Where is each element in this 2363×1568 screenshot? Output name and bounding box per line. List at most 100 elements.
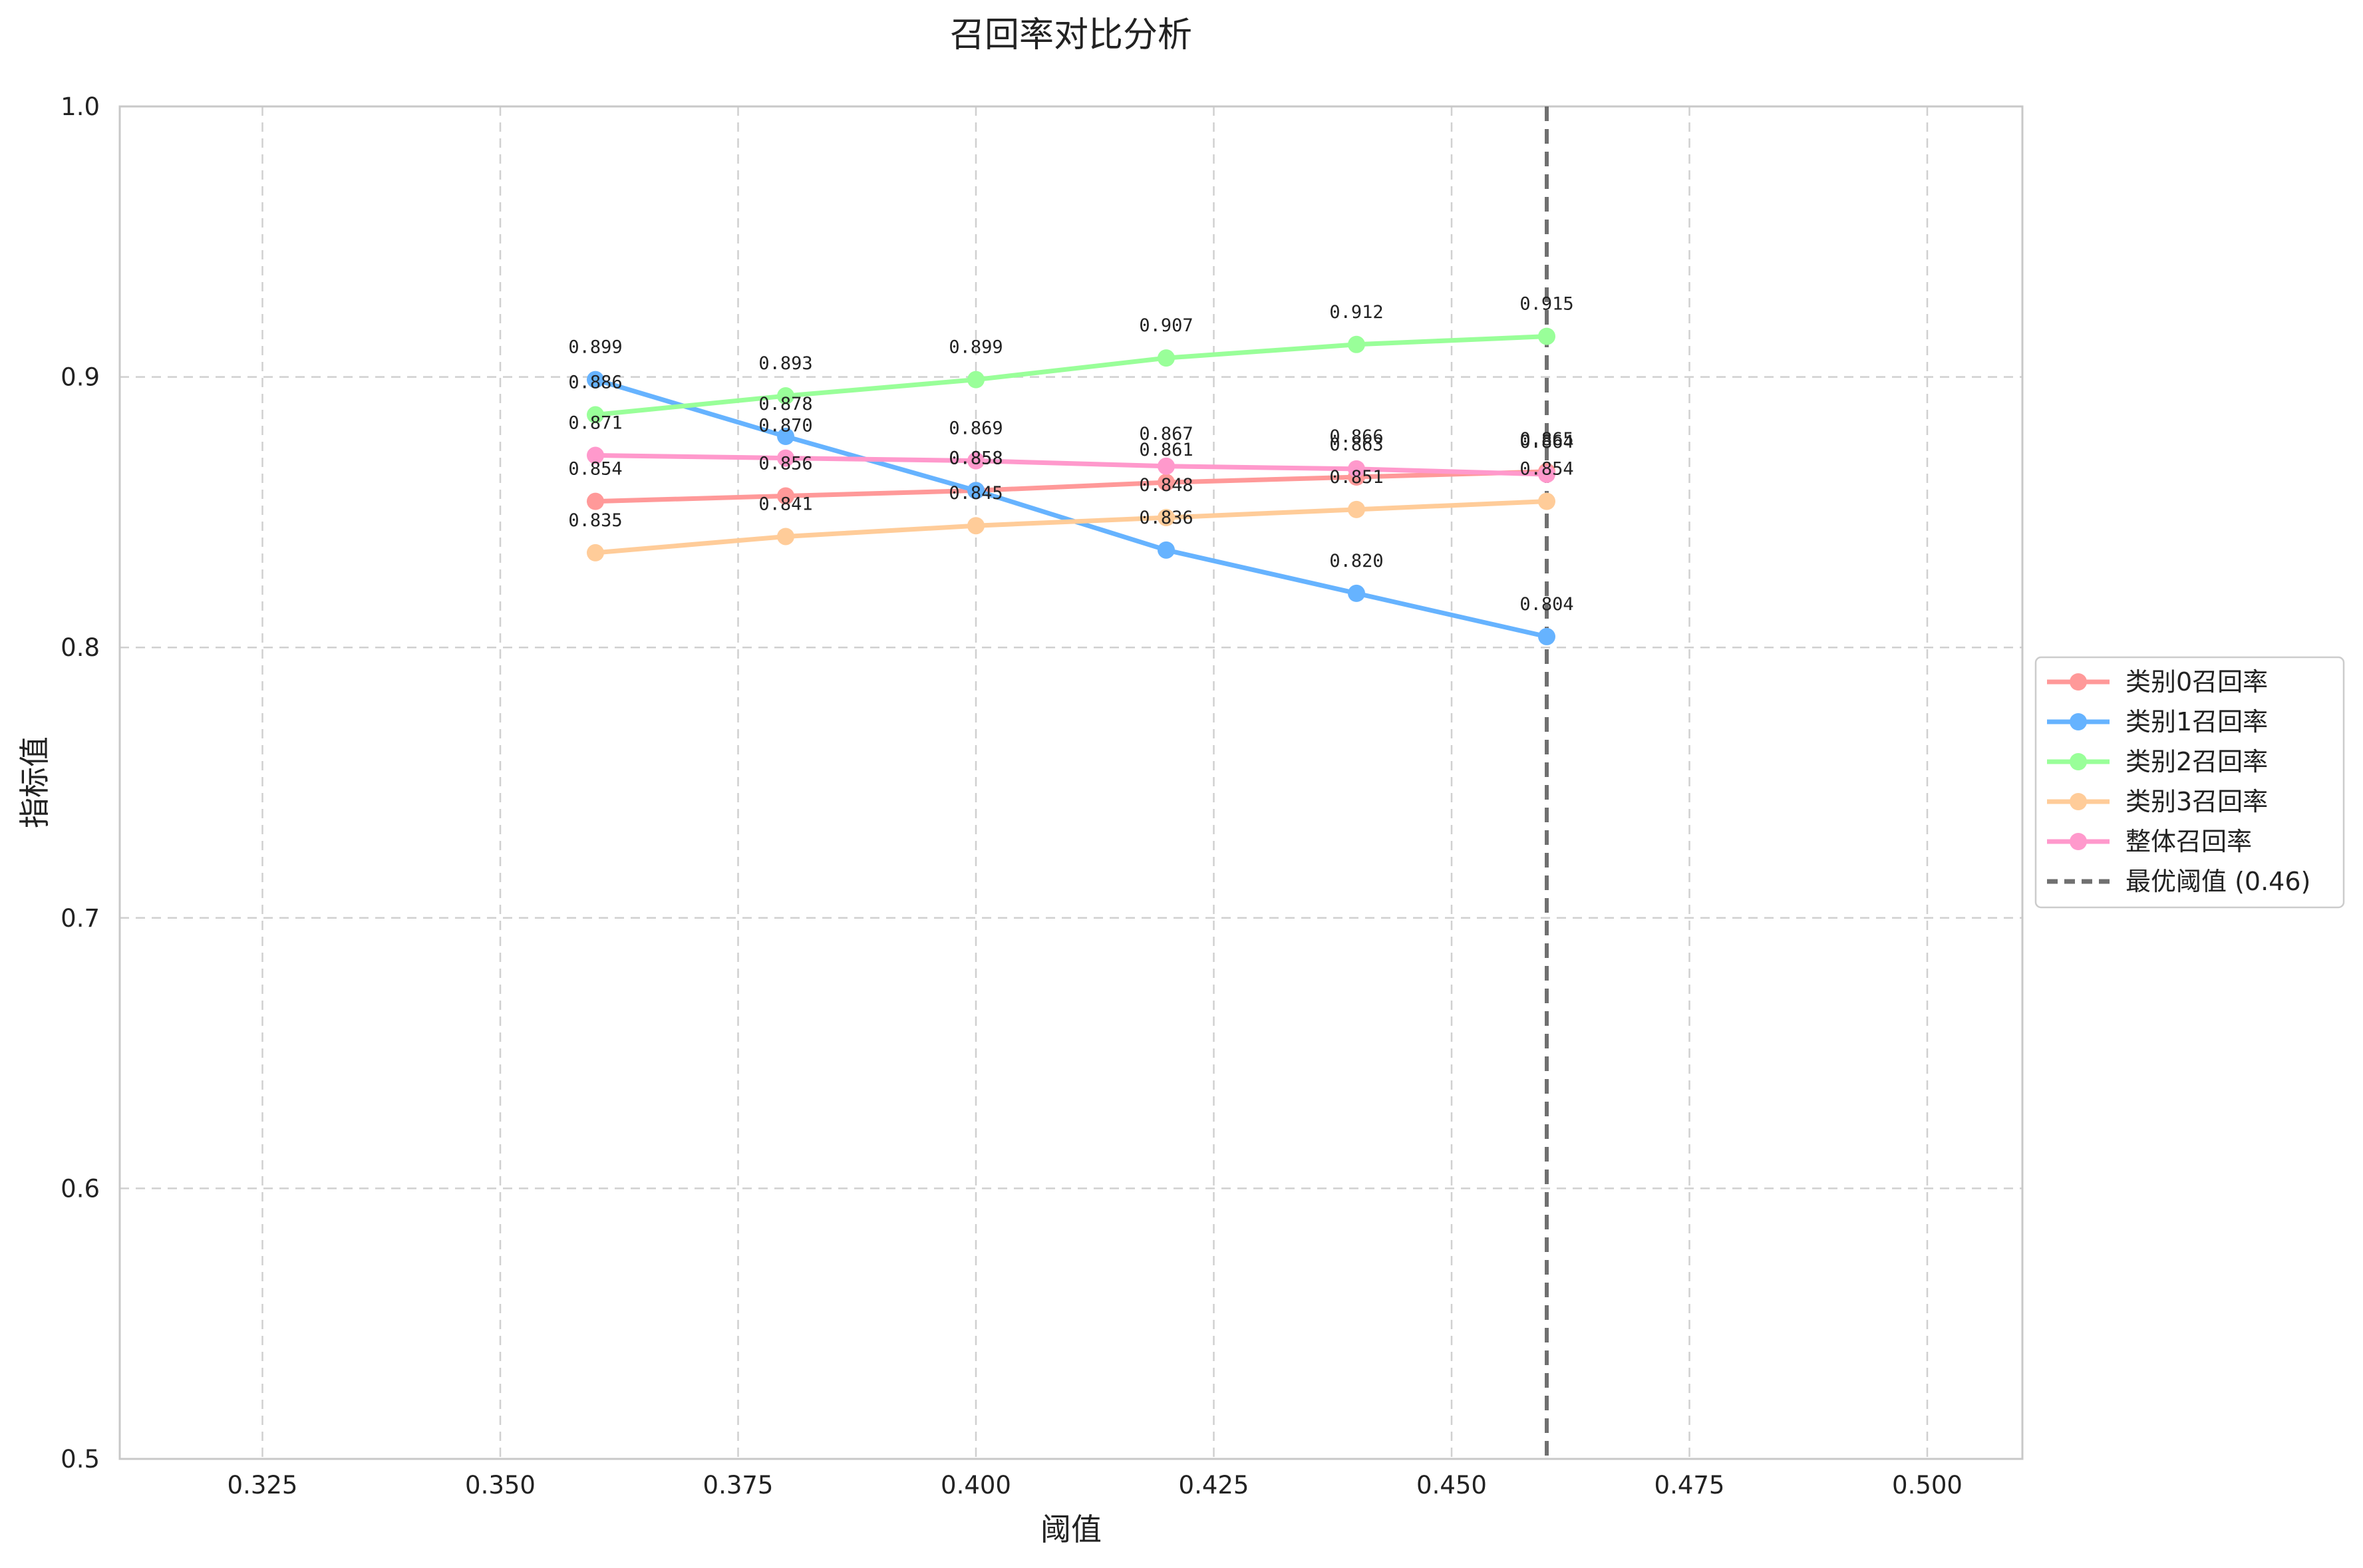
data-point <box>1158 541 1175 559</box>
data-label: 0.845 <box>949 483 1003 504</box>
series-line <box>595 469 1547 504</box>
data-point <box>1158 457 1175 475</box>
data-point <box>1158 509 1175 527</box>
y-tick-label: 0.7 <box>61 904 100 933</box>
legend-item: 类别3召回率 <box>2047 787 2268 816</box>
chart-title: 召回率对比分析 <box>950 15 1192 55</box>
data-label: 0.915 <box>1519 294 1573 315</box>
y-tick-label: 0.6 <box>61 1174 100 1203</box>
data-label: 0.854 <box>1519 459 1573 480</box>
data-label: 0.854 <box>568 459 622 480</box>
data-label: 0.871 <box>568 413 622 434</box>
legend-item: 最优阈值 (0.46) <box>2047 867 2310 896</box>
data-label: 0.893 <box>758 353 812 374</box>
legend-frame <box>2034 656 2345 909</box>
series-2 <box>587 327 1555 424</box>
legend-swatch-marker <box>2070 753 2087 770</box>
data-label: 0.835 <box>568 510 622 531</box>
data-label: 0.878 <box>758 394 812 414</box>
series-group <box>587 327 1555 645</box>
x-tick-label: 0.500 <box>1892 1471 1963 1499</box>
legend-swatch-marker <box>2070 833 2087 850</box>
legend-label: 类别2召回率 <box>2126 747 2268 776</box>
series-line <box>595 453 1547 477</box>
data-point <box>1348 335 1365 353</box>
data-point <box>777 449 794 467</box>
data-point <box>777 528 794 546</box>
data-point <box>777 487 794 505</box>
data-point <box>1538 627 1555 645</box>
x-tick-label: 0.325 <box>228 1471 298 1499</box>
y-axis-label: 指标值 <box>17 736 53 828</box>
data-point <box>1538 327 1555 345</box>
data-label: 0.858 <box>949 448 1003 468</box>
data-point <box>1538 465 1555 483</box>
legend-item: 类别2召回率 <box>2047 747 2268 776</box>
data-point <box>587 446 604 464</box>
x-tick-label: 0.425 <box>1179 1471 1249 1499</box>
data-point <box>777 387 794 405</box>
data-label: 0.886 <box>568 373 622 393</box>
axis-ticks: 0.325 0.350 0.375 0.400 0.425 0.450 0.475 0.500… <box>61 92 1963 1499</box>
data-label: 0.865 <box>1519 429 1573 450</box>
legend-label: 整体召回率 <box>2126 827 2252 856</box>
data-point <box>587 544 604 561</box>
data-label: 0.804 <box>1519 594 1573 615</box>
data-label: 0.856 <box>758 454 812 474</box>
data-label: 0.867 <box>1139 424 1193 444</box>
data-label: 0.836 <box>1139 508 1193 528</box>
data-point <box>967 482 985 500</box>
legend-item: 整体召回率 <box>2047 827 2252 856</box>
x-tick-label: 0.450 <box>1416 1471 1487 1499</box>
data-label: 0.907 <box>1139 315 1193 336</box>
grid <box>120 106 2022 1459</box>
plot-frame <box>118 105 2024 1460</box>
series-line <box>595 499 1547 555</box>
series-4 <box>587 446 1555 483</box>
data-point <box>777 428 794 446</box>
data-point <box>1158 349 1175 367</box>
data-point <box>1158 474 1175 492</box>
data-label: 0.870 <box>758 416 812 436</box>
data-label: 0.866 <box>1329 426 1383 447</box>
data-point <box>587 371 604 389</box>
data-point <box>1538 492 1555 510</box>
data-point <box>1348 460 1365 478</box>
y-tick-label: 0.8 <box>61 633 100 662</box>
legend-swatch-marker <box>2070 673 2087 691</box>
x-tick-label: 0.375 <box>703 1471 774 1499</box>
legend-label: 类别1召回率 <box>2126 707 2268 736</box>
legend-label: 类别3召回率 <box>2126 787 2268 816</box>
data-point <box>967 517 985 535</box>
x-tick-label: 0.350 <box>465 1471 536 1499</box>
data-label: 0.863 <box>1329 434 1383 455</box>
legend-label: 最优阈值 (0.46) <box>2126 867 2310 896</box>
y-tick-label: 0.9 <box>61 363 100 392</box>
x-axis-label: 阈值 <box>1040 1511 1102 1547</box>
legend-item: 类别0召回率 <box>2047 667 2268 697</box>
data-point <box>587 406 604 424</box>
data-label: 0.899 <box>568 337 622 358</box>
data-label: 0.851 <box>1329 467 1383 488</box>
legend-swatch-marker <box>2070 713 2087 730</box>
legend-label: 类别0召回率 <box>2126 667 2268 697</box>
data-label: 0.912 <box>1329 302 1383 323</box>
series-3 <box>587 492 1555 561</box>
data-label: 0.858 <box>949 448 1003 468</box>
data-point <box>967 371 985 389</box>
y-tick-label: 1.0 <box>61 92 100 121</box>
data-point <box>1348 584 1365 602</box>
data-label: 0.864 <box>1519 432 1573 452</box>
legend-swatch-marker <box>2070 793 2087 810</box>
series-line <box>595 334 1547 418</box>
data-labels: 0.854 0.856 0.858 0.861 0.863 0.865 0.899 0.878… <box>568 294 1573 615</box>
data-point <box>967 452 985 470</box>
data-point <box>1348 500 1365 518</box>
x-tick-label: 0.475 <box>1654 1471 1725 1499</box>
data-label: 0.841 <box>758 494 812 514</box>
x-tick-label: 0.400 <box>941 1471 1011 1499</box>
data-label: 0.899 <box>949 337 1003 358</box>
